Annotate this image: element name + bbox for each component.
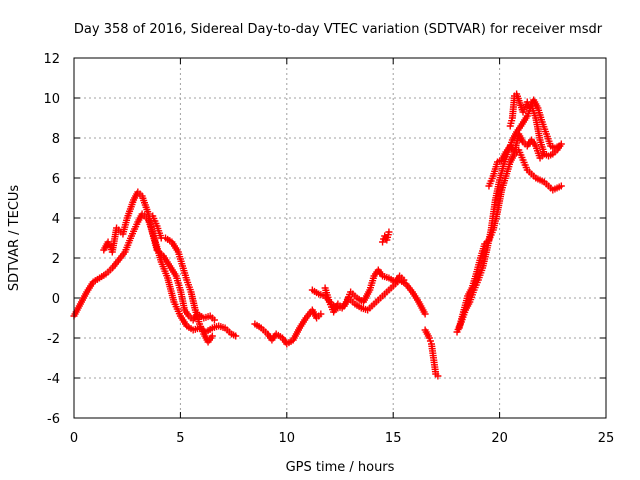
data-marks [70, 90, 565, 380]
chart-title: Day 358 of 2016, Sidereal Day-to-day VTE… [74, 22, 603, 37]
data-point [385, 228, 393, 236]
y-tick-label: 10 [43, 92, 60, 107]
data-point [421, 310, 429, 318]
y-axis-label: SDTVAR / TECUs [7, 185, 22, 292]
y-tick-label: 12 [43, 52, 60, 67]
y-tick-label: 8 [52, 132, 60, 147]
data-point [210, 316, 218, 324]
y-tick-label: 4 [52, 212, 60, 227]
x-tick-label: 20 [491, 431, 508, 446]
x-tick-label: 5 [176, 431, 184, 446]
y-tick-label: 6 [52, 172, 60, 187]
data-point [400, 276, 408, 284]
data-point [232, 332, 240, 340]
data-point [434, 372, 442, 380]
x-tick-label: 15 [385, 431, 402, 446]
data-point [208, 332, 216, 340]
x-tick-label: 0 [70, 431, 78, 446]
data-point [555, 142, 563, 150]
grid-layer [74, 58, 606, 418]
x-tick-label: 25 [598, 431, 615, 446]
data-point [317, 310, 325, 318]
x-tick-label: 10 [279, 431, 296, 446]
y-tick-label: -4 [47, 372, 60, 387]
x-axis-label: GPS time / hours [286, 460, 395, 475]
y-tick-label: -2 [47, 332, 60, 347]
plot-frame [73, 57, 607, 419]
y-tick-label: -6 [47, 412, 60, 427]
y-tick-label: 2 [52, 252, 60, 267]
data-point [557, 182, 565, 190]
y-tick-label: 0 [52, 292, 60, 307]
